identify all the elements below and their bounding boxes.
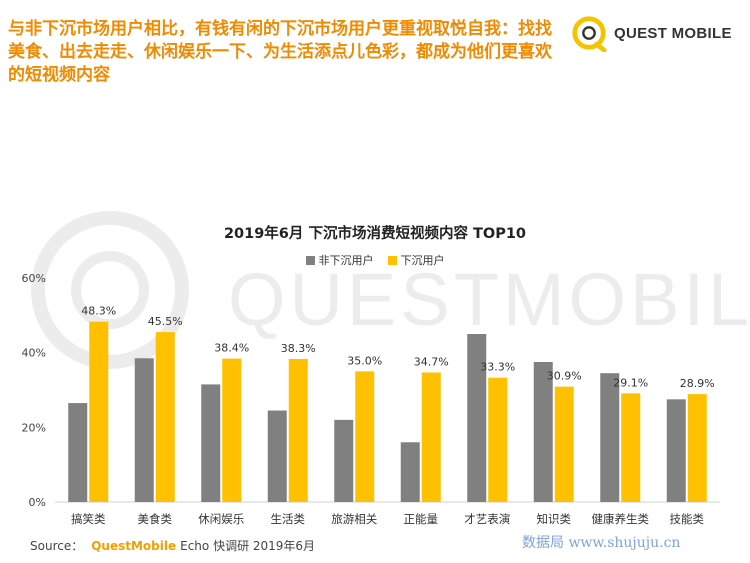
y-tick-label: 60%: [22, 272, 46, 285]
x-tick-label: 搞笑类: [71, 512, 106, 526]
x-tick-label: 健康养生类: [592, 512, 650, 526]
bar-series-1: [488, 377, 508, 502]
legend: 非下沉用户 下沉用户: [0, 252, 750, 268]
bar-series-0: [533, 362, 553, 502]
headline: 与非下沉市场用户相比，有钱有闲的下沉市场用户更重视取悦自我：找找美食、出去走走、…: [8, 19, 552, 85]
bar-series-1: [621, 393, 641, 502]
data-label-series-1: 30.9%: [547, 370, 582, 383]
data-label-series-1: 45.5%: [148, 315, 183, 328]
bar-series-1: [155, 332, 175, 502]
source-label: Source：: [30, 539, 84, 553]
legend-swatch-series-0: [305, 255, 315, 265]
bar-chart: 0% 20% 40% 60% 48.3% 搞笑类 45.5% 美食类 38.4% 休闲娱乐 38.3…: [22, 272, 720, 526]
y-tick-label: 40%: [22, 347, 46, 360]
legend-item-series-1: 下沉用户: [387, 252, 445, 268]
bar-series-0: [666, 399, 686, 502]
bar-series-0: [267, 410, 287, 502]
bar-series-1: [554, 386, 574, 502]
bar-series-0: [201, 384, 221, 502]
bar-series-1: [89, 321, 109, 502]
data-label-series-1: 33.3%: [480, 361, 515, 374]
questmobile-logo: QUEST MOBILE: [570, 14, 732, 52]
chart-title: 2019年6月 下沉市场消费短视频内容 TOP10: [223, 226, 527, 242]
bar-series-0: [400, 442, 420, 502]
site-credit: 数据局 www.shujuju.cn: [522, 535, 681, 551]
questmobile-logo-icon: [572, 16, 607, 52]
bar-series-0: [467, 334, 487, 502]
x-tick-label: 美食类: [138, 512, 173, 526]
bar-series-1: [222, 358, 242, 502]
x-tick-label: 正能量: [404, 512, 439, 526]
bar-series-0: [68, 403, 88, 502]
bar-series-0: [334, 419, 354, 502]
legend-label-series-0: 非下沉用户: [318, 254, 374, 267]
legend-item-series-0: 非下沉用户: [305, 252, 374, 268]
y-tick-label: 20%: [22, 421, 46, 434]
bar-series-1: [355, 371, 375, 502]
logo-text: QUEST MOBILE: [614, 24, 732, 42]
legend-label-series-1: 下沉用户: [400, 254, 445, 267]
source-brand: QuestMobile: [91, 539, 177, 553]
data-label-series-1: 38.3%: [281, 342, 316, 355]
bar-series-1: [288, 359, 308, 502]
bar-series-1: [421, 372, 441, 502]
y-tick-label: 0%: [29, 496, 46, 509]
bar-series-0: [600, 373, 620, 502]
data-label-series-1: 28.9%: [680, 377, 715, 390]
source-detail: Echo 快调研 2019年6月: [180, 539, 316, 553]
legend-swatch-series-1: [387, 255, 397, 265]
data-label-series-1: 29.1%: [613, 376, 648, 389]
x-tick-label: 旅游相关: [331, 512, 377, 526]
data-label-series-1: 34.7%: [414, 355, 449, 368]
x-tick-label: 技能类: [670, 512, 705, 526]
data-label-series-1: 38.4%: [214, 342, 249, 355]
bar-series-0: [134, 358, 154, 502]
data-label-series-1: 35.0%: [347, 354, 382, 367]
x-tick-label: 生活类: [271, 512, 306, 526]
x-tick-label: 才艺表演: [464, 512, 510, 526]
data-label-series-1: 48.3%: [81, 305, 116, 318]
x-tick-label: 休闲娱乐: [198, 512, 244, 526]
source-note: Source： QuestMobile Echo 快调研 2019年6月: [30, 537, 315, 554]
x-tick-label: 知识类: [537, 512, 572, 526]
bar-series-1: [687, 394, 707, 502]
